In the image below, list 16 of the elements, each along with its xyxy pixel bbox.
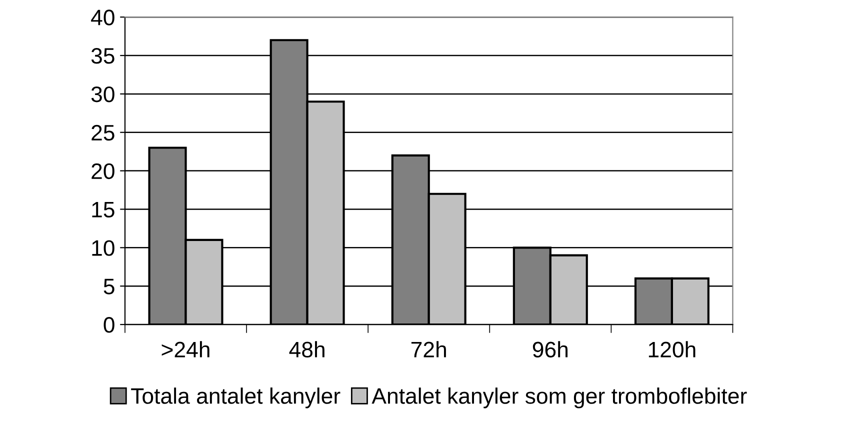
y-tick-label: 15 <box>92 202 114 218</box>
x-tick-label: >24h <box>162 341 210 358</box>
y-tick-label: 30 <box>91 86 114 102</box>
x-tick-label: 120h <box>648 341 696 358</box>
legend-label: Antalet kanyler som ger tromboflebiter <box>372 388 747 408</box>
y-tick-label: 35 <box>91 48 114 64</box>
legend-label: Totala antalet kanyler <box>131 388 340 408</box>
y-tick-label: 10 <box>92 240 114 256</box>
x-tick-label: 72h <box>411 341 446 358</box>
y-tick-label: 0 <box>104 317 114 333</box>
y-tick-label: 25 <box>92 124 114 141</box>
y-tick-label: 40 <box>91 10 114 26</box>
x-tick-label: 96h <box>532 341 568 358</box>
y-tick-label: 20 <box>92 163 114 180</box>
x-tick-label: 48h <box>289 341 324 358</box>
y-tick-label: 5 <box>104 278 114 294</box>
